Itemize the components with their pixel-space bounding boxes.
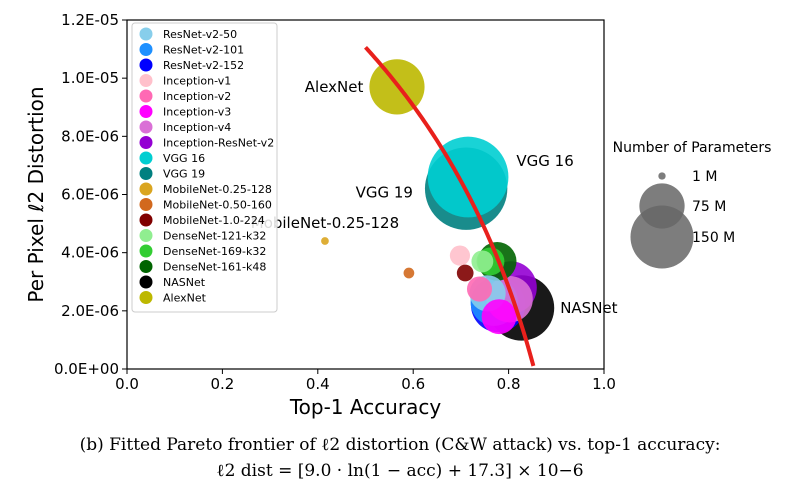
legend-marker-alexnet	[139, 291, 153, 304]
size-legend: Number of Parameters 1 M 75 M 150 M	[613, 140, 772, 269]
legend-marker-inception-v4	[139, 120, 153, 134]
pareto-curve-layer	[364, 45, 536, 367]
legend-label-inception-v2: Inception-v2	[163, 90, 231, 103]
bubble-inception-v2	[466, 276, 493, 302]
legend-marker-inception-resnet-v2	[139, 136, 153, 149]
legend-label-nasnet: NASNet	[163, 276, 206, 289]
size-legend-marker	[630, 205, 694, 269]
legend-label-vgg-16: VGG 16	[163, 152, 205, 165]
pareto-curve	[364, 45, 536, 367]
legend-marker-mobilenet-0-25-128	[139, 182, 153, 196]
annotation-vgg-16: VGG 16	[516, 152, 573, 170]
size-legend-label: 1 M	[692, 169, 717, 185]
legend-marker-densenet-121-k32	[139, 229, 153, 242]
legend-label-resnet-v2-101: ResNet-v2-101	[163, 44, 244, 57]
y-tick-label: 2.0E-06	[61, 302, 119, 320]
x-tick-label: 1.0	[592, 375, 616, 393]
legend-marker-inception-v1	[139, 74, 153, 87]
legend-label-inception-v3: Inception-v3	[163, 106, 231, 119]
x-tick-label: 0.4	[306, 375, 330, 393]
legend-label-alexnet: AlexNet	[163, 292, 207, 305]
legend-label-vgg-19: VGG 19	[163, 168, 205, 181]
legend-marker-inception-v2	[139, 89, 153, 103]
legend-label-resnet-v2-50: ResNet-v2-50	[163, 28, 237, 41]
x-axis-title: Top-1 Accuracy	[289, 395, 442, 419]
y-tick-label: 1.2E-05	[61, 11, 119, 29]
x-tick-label: 0.0	[115, 375, 139, 393]
legend-label-inception-resnet-v2: Inception-ResNet-v2	[163, 137, 274, 150]
y-tick-label: 4.0E-06	[61, 244, 119, 262]
legend-label-mobilenet-0-25-128: MobileNet-0.25-128	[163, 183, 272, 196]
legend-marker-densenet-161-k48	[139, 260, 153, 273]
bubble-inception-v1	[449, 245, 471, 266]
legend-label-resnet-v2-152: ResNet-v2-152	[163, 59, 244, 72]
axes-layer: 0.0 0.2 0.4 0.6 0.8 1.0 0.0E+00 2.0E-06 4.0E-06 6…	[24, 11, 616, 419]
bubble-vgg-16	[427, 136, 509, 218]
legend-label-mobilenet-1-0-224: MobileNet-1.0-224	[163, 214, 265, 227]
legend-marker-inception-v3	[139, 105, 153, 118]
size-legend-label: 150 M	[692, 230, 735, 246]
legend-marker-resnet-v2-152	[139, 58, 153, 72]
y-axis-title: Per Pixel ℓ2 Distortion	[24, 86, 48, 302]
size-legend-label: 75 M	[692, 199, 726, 215]
legend-label-densenet-121-k32: DenseNet-121-k32	[163, 230, 266, 243]
legend-box	[131, 22, 278, 313]
legend-label-mobilenet-0-50-160: MobileNet-0.50-160	[163, 199, 272, 212]
figure-caption: (b) Fitted Pareto frontier of ℓ2 distort…	[0, 432, 800, 484]
legend-marker-vgg-19	[139, 167, 153, 180]
legend-marker-mobilenet-1-0-224	[139, 213, 153, 227]
legend-label-densenet-169-k32: DenseNet-169-k32	[163, 245, 266, 258]
x-tick-label: 0.8	[497, 375, 521, 393]
caption-line-2: ℓ2 dist = [9.0 · ln(1 − acc) + 17.3] × 1…	[216, 461, 584, 481]
size-legend-title: Number of Parameters	[613, 140, 772, 156]
bubble-mobilenet-0-25-128	[321, 237, 329, 245]
annotation-vgg-19: VGG 19	[356, 184, 413, 202]
x-tick-label: 0.2	[210, 375, 234, 393]
y-tick-label: 6.0E-06	[61, 186, 119, 204]
legend-label-inception-v1: Inception-v1	[163, 75, 231, 88]
bubble-densenet-121-k32	[471, 250, 494, 273]
legend-marker-densenet-169-k32	[139, 244, 153, 258]
y-tick-label: 8.0E-06	[61, 127, 119, 145]
legend-marker-nasnet	[139, 275, 153, 289]
bubble-inception-v3	[481, 299, 517, 335]
annotation-layer: AlexNet VGG 16 VGG 19 MobileNet-0.25-128 NAS…	[251, 78, 618, 317]
annotation-nasnet: NASNet	[560, 299, 617, 317]
size-legend-marker	[658, 172, 666, 180]
bubble-mobilenet-1-0-224	[456, 264, 474, 282]
scatter-chart: AlexNet VGG 16 VGG 19 MobileNet-0.25-128 NAS…	[24, 11, 772, 419]
legend: ResNet-v2-50 ResNet-v2-101 ResNet-v2-152 In…	[131, 22, 278, 313]
annotation-mobilenet-0-25-128: MobileNet-0.25-128	[251, 214, 399, 232]
x-tick-label: 0.6	[401, 375, 425, 393]
legend-label-inception-v4: Inception-v4	[163, 121, 231, 134]
chart-container: AlexNet VGG 16 VGG 19 MobileNet-0.25-128 NAS…	[24, 11, 772, 419]
bubble-mobilenet-0-50-160	[403, 267, 415, 279]
legend-marker-resnet-v2-50	[139, 27, 153, 41]
legend-label-densenet-161-k48: DenseNet-161-k48	[163, 261, 266, 274]
y-tick-label: 0.0E+00	[54, 360, 119, 378]
legend-marker-resnet-v2-101	[139, 43, 153, 56]
annotation-alexnet: AlexNet	[305, 78, 364, 96]
caption-line-1: (b) Fitted Pareto frontier of ℓ2 distort…	[79, 435, 721, 455]
legend-marker-vgg-16	[139, 151, 153, 165]
legend-marker-mobilenet-0-50-160	[139, 198, 153, 211]
y-tick-label: 1.0E-05	[61, 69, 119, 87]
